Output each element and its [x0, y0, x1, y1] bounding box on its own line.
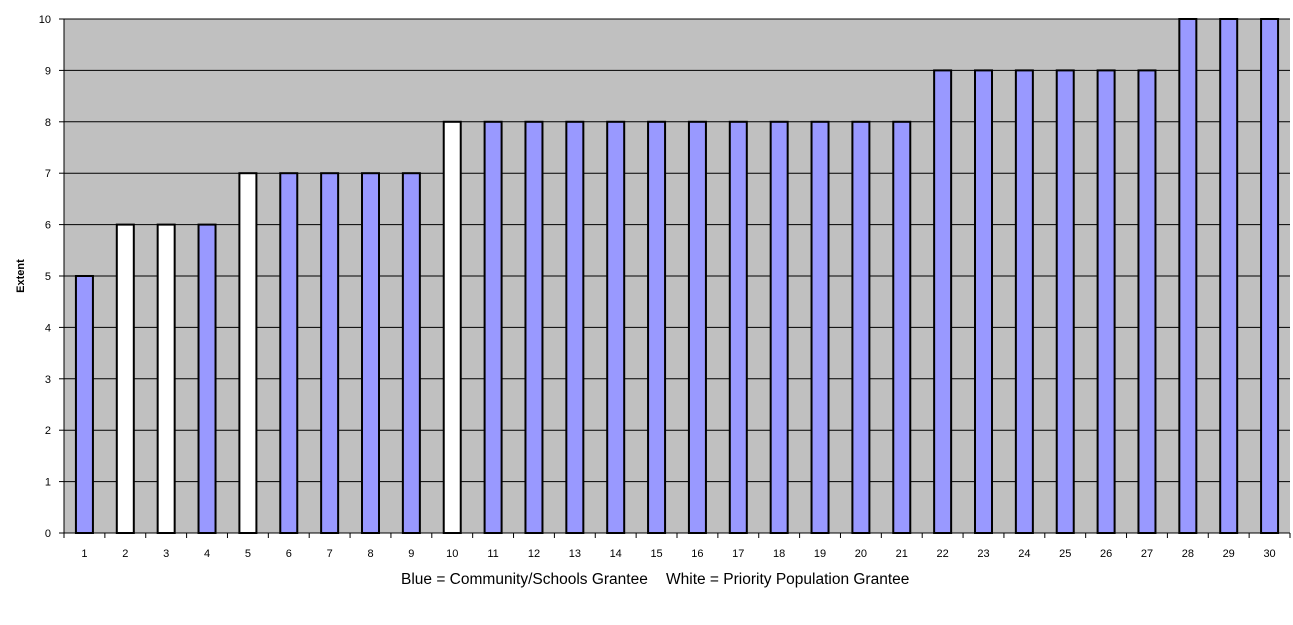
y-axis-label: Extent [15, 259, 27, 293]
x-tick-label: 24 [1018, 548, 1030, 560]
x-tick-labels: 1 2 3 4 5 6 7 8 9 10 11 12 13 14 15 16 17 18 19 20 21 22 23 24 2… [63, 533, 1291, 560]
bar [320, 172, 340, 534]
x-tick-label: 9 [408, 548, 414, 560]
y-tick-labels: 0 1 2 3 4 5 6 7 8 9 10 [39, 14, 51, 540]
x-tick-label: 25 [1059, 548, 1071, 560]
y-tick-label: 10 [39, 14, 51, 26]
x-tick-label: 21 [896, 548, 908, 560]
x-tick-label: 18 [773, 548, 785, 560]
x-tick-label: 15 [650, 548, 662, 560]
x-tick-label: 20 [855, 548, 867, 560]
x-tick-label: 11 [487, 548, 498, 560]
y-tick-label: 3 [45, 374, 51, 386]
x-tick-label: 27 [1141, 548, 1153, 560]
x-tick-label: 12 [528, 548, 540, 560]
y-tick-label: 0 [45, 528, 51, 540]
bar [769, 120, 789, 535]
y-tick-label: 1 [45, 477, 51, 489]
gridlines [59, 18, 1290, 534]
bar [565, 120, 585, 535]
bar [728, 120, 748, 535]
x-tick-label: 7 [327, 548, 333, 560]
bar [74, 275, 94, 534]
bar [401, 172, 421, 534]
bar [279, 172, 299, 534]
bar [606, 120, 626, 535]
bar [687, 120, 707, 535]
bar [361, 172, 380, 534]
x-tick-label: 14 [610, 548, 622, 560]
y-tick-label: 9 [45, 65, 51, 77]
x-tick-label: 22 [937, 548, 949, 560]
bar [933, 69, 953, 535]
x-tick-label: 29 [1223, 548, 1235, 560]
x-tick-label: 13 [569, 548, 581, 560]
bar [1178, 18, 1198, 534]
bar [1014, 69, 1034, 535]
x-tick-label: 10 [446, 548, 458, 560]
bar [197, 223, 217, 534]
bar [238, 172, 258, 534]
x-tick-label: 17 [732, 548, 744, 560]
x-tick-label: 26 [1100, 548, 1112, 560]
bar [1260, 18, 1280, 534]
y-tick-label: 8 [45, 117, 51, 129]
bars [74, 18, 1280, 535]
x-tick-label: 16 [691, 548, 703, 560]
bar [483, 120, 503, 535]
x-tick-label: 6 [286, 548, 292, 560]
x-tick-label: 4 [204, 548, 210, 560]
legend-caption: Blue = Community/Schools Grantee White =… [0, 571, 1293, 593]
y-tick-label: 7 [45, 168, 51, 180]
x-tick-label: 2 [122, 548, 128, 560]
x-tick-label: 5 [245, 548, 251, 560]
x-tick-label: 3 [163, 548, 169, 560]
bar [1137, 69, 1157, 535]
y-tick-label: 4 [45, 322, 51, 334]
bar [115, 223, 135, 534]
bar [1055, 69, 1075, 535]
bar [1096, 69, 1116, 535]
bar [974, 69, 993, 535]
bar [156, 223, 176, 534]
x-tick-label: 23 [977, 548, 989, 560]
x-tick-label: 28 [1182, 548, 1194, 560]
bar [647, 120, 667, 535]
legend-white-text: White = Priority Population Grantee [666, 571, 910, 588]
x-tick-label: 1 [81, 548, 87, 560]
bar [892, 120, 912, 535]
bar [810, 120, 830, 535]
bar [1219, 18, 1239, 534]
x-tick-label: 30 [1263, 548, 1275, 560]
bar [851, 120, 871, 535]
bar [442, 120, 462, 535]
y-tick-label: 6 [45, 220, 51, 232]
y-tick-label: 2 [45, 425, 51, 437]
bar [524, 120, 544, 535]
y-tick-label: 5 [45, 271, 51, 283]
x-tick-label: 19 [814, 548, 826, 560]
x-tick-label: 8 [367, 548, 373, 560]
legend-blue-text: Blue = Community/Schools Grantee [401, 571, 648, 588]
